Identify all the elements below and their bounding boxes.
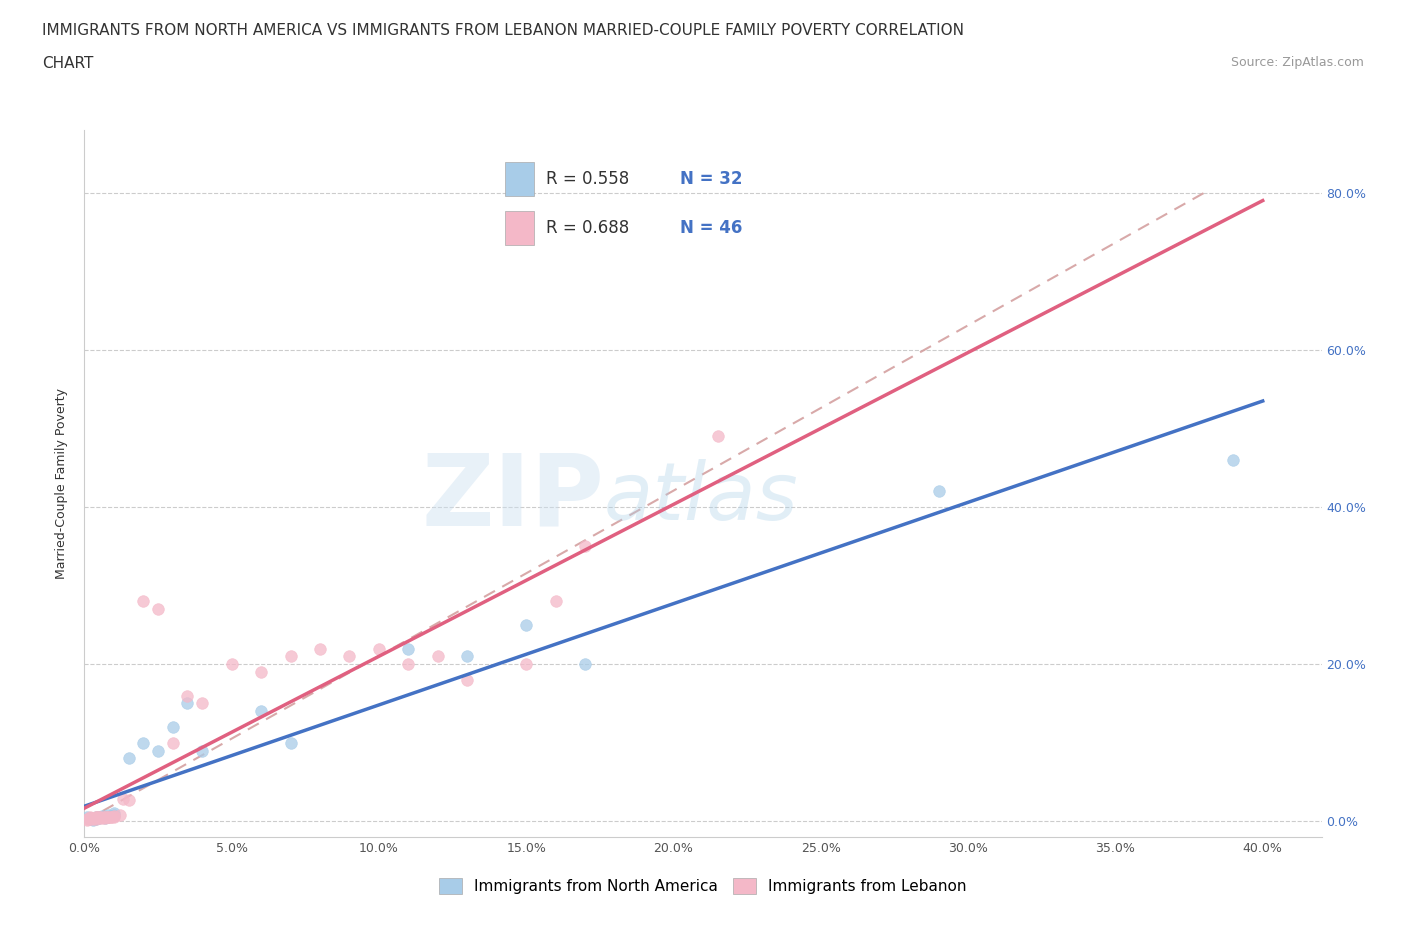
- Point: [103, 807, 125, 822]
- Point: [94, 811, 117, 826]
- Point: [456, 672, 478, 687]
- Point: [339, 649, 361, 664]
- Point: [87, 809, 110, 824]
- Text: Source: ZipAtlas.com: Source: ZipAtlas.com: [1230, 56, 1364, 69]
- Text: atlas: atlas: [605, 458, 799, 537]
- Point: [79, 811, 101, 826]
- Point: [82, 812, 104, 827]
- Point: [91, 810, 114, 825]
- Point: [84, 809, 107, 824]
- Point: [84, 812, 107, 827]
- Point: [309, 641, 332, 656]
- Point: [117, 792, 139, 807]
- Point: [103, 806, 125, 821]
- Legend: Immigrants from North America, Immigrants from Lebanon: Immigrants from North America, Immigrant…: [433, 871, 973, 900]
- Point: [91, 811, 114, 826]
- Point: [103, 808, 125, 823]
- Point: [515, 618, 537, 632]
- Point: [82, 811, 104, 826]
- Point: [100, 808, 122, 823]
- Point: [82, 812, 104, 827]
- Point: [111, 791, 134, 806]
- Point: [146, 602, 169, 617]
- Point: [94, 811, 117, 826]
- Point: [87, 811, 110, 826]
- Point: [76, 810, 98, 825]
- Point: [250, 704, 273, 719]
- Point: [396, 641, 419, 656]
- Point: [162, 720, 184, 735]
- Point: [82, 811, 104, 826]
- Point: [280, 736, 302, 751]
- Text: ZIP: ZIP: [422, 449, 605, 546]
- Point: [368, 641, 391, 656]
- Point: [191, 696, 214, 711]
- Point: [108, 807, 131, 822]
- Point: [515, 657, 537, 671]
- Point: [84, 812, 107, 827]
- Point: [162, 736, 184, 751]
- Point: [87, 810, 110, 825]
- Point: [103, 809, 125, 824]
- Point: [574, 539, 596, 554]
- Point: [97, 809, 120, 824]
- Point: [100, 809, 122, 824]
- Point: [84, 810, 107, 825]
- Point: [117, 751, 139, 766]
- Point: [82, 811, 104, 826]
- Point: [176, 688, 198, 703]
- Point: [79, 810, 101, 825]
- Point: [1222, 453, 1244, 468]
- Point: [97, 810, 120, 825]
- Point: [91, 810, 114, 825]
- Point: [928, 484, 950, 498]
- Point: [79, 812, 101, 827]
- Point: [97, 810, 120, 825]
- Point: [76, 812, 98, 827]
- Point: [84, 810, 107, 825]
- Point: [76, 812, 98, 827]
- Point: [221, 657, 243, 671]
- Point: [574, 657, 596, 671]
- Point: [132, 594, 155, 609]
- Point: [544, 594, 567, 609]
- Point: [87, 811, 110, 826]
- Point: [280, 649, 302, 664]
- Point: [100, 810, 122, 825]
- Point: [79, 812, 101, 827]
- Point: [91, 808, 114, 823]
- Point: [94, 809, 117, 824]
- Y-axis label: Married-Couple Family Poverty: Married-Couple Family Poverty: [55, 388, 69, 579]
- Point: [132, 736, 155, 751]
- Point: [87, 809, 110, 824]
- Point: [396, 657, 419, 671]
- Point: [191, 743, 214, 758]
- Point: [146, 743, 169, 758]
- Point: [176, 696, 198, 711]
- Point: [87, 810, 110, 825]
- Point: [706, 429, 728, 444]
- Point: [97, 807, 120, 822]
- Point: [250, 665, 273, 680]
- Point: [426, 649, 449, 664]
- Point: [94, 809, 117, 824]
- Point: [456, 649, 478, 664]
- Text: CHART: CHART: [42, 56, 94, 71]
- Text: IMMIGRANTS FROM NORTH AMERICA VS IMMIGRANTS FROM LEBANON MARRIED-COUPLE FAMILY P: IMMIGRANTS FROM NORTH AMERICA VS IMMIGRA…: [42, 23, 965, 38]
- Point: [94, 810, 117, 825]
